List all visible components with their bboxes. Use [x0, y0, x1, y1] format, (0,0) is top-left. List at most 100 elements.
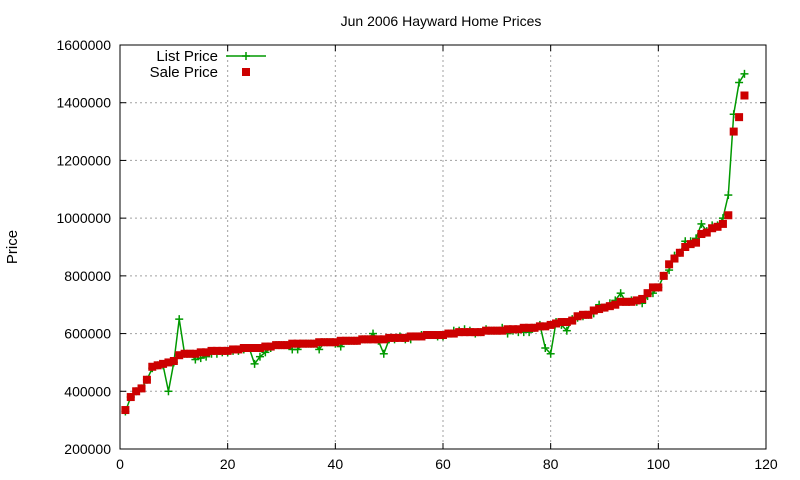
x-tick-label: 100	[647, 456, 671, 472]
sale-price-point	[229, 345, 238, 354]
chart-title: Jun 2006 Hayward Home Prices	[341, 13, 542, 29]
sale-price-point	[686, 240, 695, 249]
sale-price-point	[498, 326, 507, 335]
sale-price-point	[401, 333, 410, 342]
y-tick-label: 1400000	[56, 95, 111, 111]
sale-price-point	[627, 297, 636, 306]
sale-price-point	[309, 339, 318, 348]
sale-price-point	[589, 306, 598, 315]
legend-label: List Price	[156, 48, 218, 65]
list-price-point	[724, 191, 733, 200]
sale-price-point	[126, 393, 135, 402]
sale-price-point	[692, 238, 701, 247]
sale-price-point	[546, 320, 555, 329]
sale-price-point	[245, 344, 254, 352]
sale-price-point	[175, 351, 184, 360]
legend-label: Sale Price	[150, 64, 218, 81]
legend-swatch-marker	[242, 68, 250, 76]
sale-price-point	[223, 346, 232, 355]
sale-price-point	[304, 339, 313, 348]
sale-price-point	[702, 228, 711, 237]
sale-price-point	[385, 333, 394, 342]
sale-price-point	[363, 335, 372, 344]
sale-price-point	[508, 325, 517, 334]
list-price-point	[740, 69, 749, 78]
sale-price-point	[164, 358, 173, 367]
sale-price-point	[681, 243, 690, 251]
sale-price-point	[153, 361, 162, 370]
plot-area	[121, 69, 749, 416]
sale-price-point	[659, 271, 668, 280]
sale-price-point	[530, 323, 539, 332]
y-tick-label: 800000	[64, 268, 111, 284]
sale-price-point	[169, 356, 178, 365]
sale-price-point	[336, 336, 345, 345]
sale-price-point	[562, 318, 571, 327]
sale-price-point	[417, 332, 426, 341]
y-tick-label: 1200000	[56, 152, 111, 168]
sale-price-point	[433, 331, 442, 340]
sale-price-point	[740, 91, 749, 100]
sale-price-point	[632, 296, 641, 305]
list-price-point	[616, 289, 625, 298]
sale-price-point	[282, 341, 291, 350]
sale-price-point	[568, 316, 577, 325]
sale-price-point	[379, 335, 388, 344]
sale-price-point	[611, 300, 620, 309]
sale-price-point	[557, 318, 566, 327]
sale-price-point	[460, 328, 469, 337]
sale-price-point	[299, 339, 308, 348]
sale-price-point	[729, 127, 738, 136]
x-tick-label: 120	[754, 456, 778, 472]
sale-price-point	[406, 332, 415, 341]
sale-price-point	[148, 362, 157, 371]
x-tick-label: 80	[543, 456, 559, 472]
sale-price-point	[654, 283, 663, 292]
sale-price-point	[293, 339, 302, 348]
list-price-point	[735, 78, 744, 87]
sale-price-point	[735, 113, 744, 122]
sale-price-point	[471, 328, 480, 337]
sale-price-point	[595, 305, 604, 314]
sale-price-point	[390, 333, 399, 342]
sale-price-point	[315, 338, 324, 347]
sale-price-point	[320, 338, 329, 347]
sale-price-point	[514, 325, 523, 334]
sale-price-point	[697, 230, 706, 239]
sale-price-point	[255, 344, 264, 352]
list-price-point	[250, 359, 259, 368]
sale-price-point	[121, 406, 130, 415]
series-0	[121, 69, 749, 416]
grid	[120, 45, 766, 449]
sale-price-point	[718, 219, 727, 228]
sale-price-point	[422, 331, 431, 340]
sale-price-point	[412, 332, 421, 341]
sale-price-point	[277, 341, 286, 350]
x-tick-label: 60	[435, 456, 451, 472]
y-tick-label: 1600000	[56, 37, 111, 53]
y-tick-label: 200000	[64, 441, 111, 457]
sale-price-point	[444, 329, 453, 338]
sale-price-point	[670, 254, 679, 263]
sale-price-point	[455, 328, 464, 337]
sale-price-point	[713, 222, 722, 231]
sale-price-point	[465, 328, 474, 337]
list-price-point	[255, 352, 264, 361]
sale-price-point	[643, 289, 652, 298]
plot-frame	[119, 44, 767, 450]
sale-price-point	[616, 297, 625, 306]
x-axis: 0 20 40 60 80 100 120	[116, 45, 778, 472]
x-tick-label: 40	[328, 456, 344, 472]
x-tick-label: 20	[220, 456, 236, 472]
list-price-point	[315, 345, 324, 354]
sale-price-point	[503, 325, 512, 334]
sale-price-point	[638, 294, 647, 303]
sale-price-point	[261, 342, 270, 351]
sale-price-point	[347, 336, 356, 345]
sale-price-point	[439, 331, 447, 340]
sale-price-point	[724, 211, 733, 220]
series-1	[121, 91, 749, 415]
sale-price-point	[708, 224, 717, 233]
sale-price-point	[573, 312, 582, 321]
sale-price-point	[239, 344, 248, 352]
